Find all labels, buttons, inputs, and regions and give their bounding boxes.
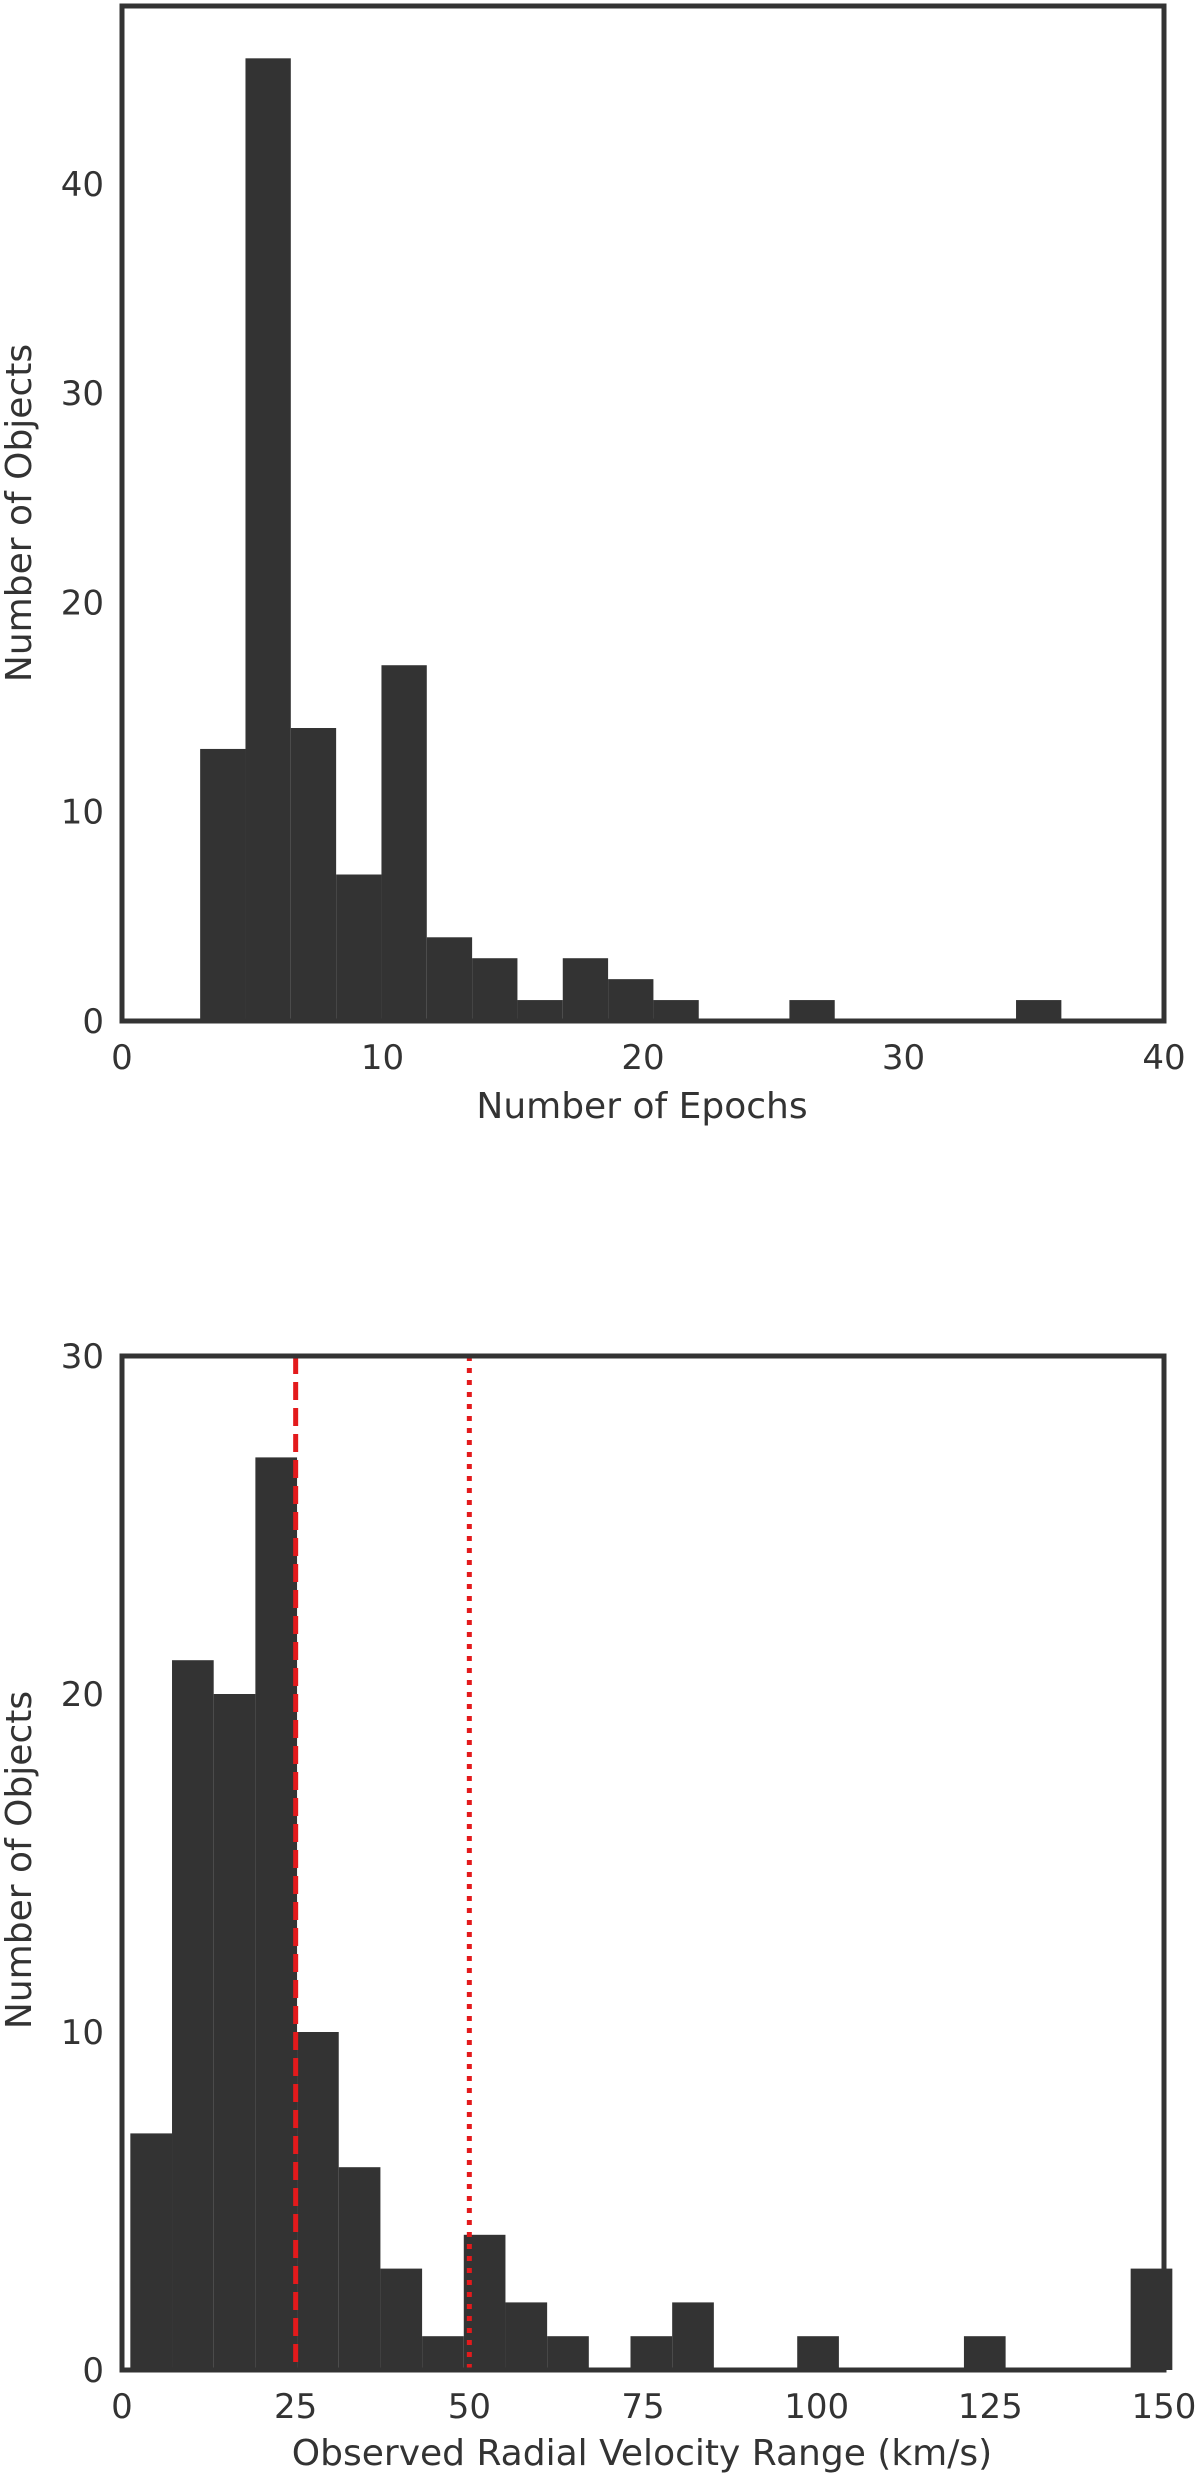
epochs-histogram-bar	[653, 1000, 699, 1021]
epochs-x-tick-label: 40	[1142, 1038, 1185, 1078]
rv-range-histogram-panel: 0 25 50 75 100 125 150 0 10 20 30 Observed Radial…	[0, 1337, 1196, 2474]
rv-x-axis-label: Observed Radial Velocity Range (km/s)	[292, 2433, 992, 2474]
rv-x-tick-label: 75	[621, 2387, 664, 2427]
rv-y-tick-label: 20	[61, 1675, 104, 1715]
rv-histogram-bar	[547, 2336, 589, 2370]
rv-x-tick-label: 100	[784, 2387, 849, 2427]
epochs-histogram-bar	[789, 1000, 835, 1021]
rv-histogram-bar	[463, 2234, 506, 2370]
rv-histogram-bar	[505, 2302, 548, 2370]
epochs-y-ticks: 0 10 20 30 40	[61, 165, 104, 1042]
epochs-y-tick-label: 40	[61, 165, 104, 205]
rv-x-tick-label: 0	[111, 2387, 133, 2427]
rv-histogram-bar	[338, 2167, 381, 2370]
epochs-histogram-bar	[472, 958, 518, 1021]
rv-histogram-bar	[172, 1660, 214, 2370]
epochs-histogram-panel: 0 10 20 30 40 0 10 20 30 40 Number of Epochs Num…	[0, 3, 1186, 1127]
epochs-histogram-bar	[381, 665, 427, 1021]
epochs-histogram-bar	[426, 937, 473, 1021]
epochs-histogram-bar	[1016, 1000, 1062, 1021]
epochs-histogram-bar	[200, 748, 246, 1021]
epochs-x-tick-label: 30	[882, 1038, 925, 1078]
epochs-histogram-bar	[608, 979, 654, 1021]
rv-histogram-bar	[672, 2302, 714, 2370]
epochs-x-tick-label: 10	[361, 1038, 404, 1078]
rv-y-axis-label: Number of Objects	[0, 1691, 40, 2029]
epochs-plot-frame	[119, 3, 1167, 1024]
rv-y-tick-label: 30	[61, 1337, 104, 1377]
rv-histogram-bar	[297, 2032, 339, 2370]
rv-y-ticks: 0 10 20 30	[61, 1337, 104, 2391]
rv-reference-lines	[293, 1356, 472, 2370]
epochs-histogram-bar	[245, 58, 291, 1022]
epochs-y-tick-label: 30	[61, 374, 104, 414]
rv-x-ticks: 0 25 50 75 100 125 150	[111, 2387, 1196, 2427]
rv-histogram-bar	[797, 2336, 839, 2370]
rv-histogram-bar	[963, 2336, 1006, 2370]
rv-x-tick-label: 150	[1132, 2387, 1197, 2427]
rv-plot-frame	[119, 1353, 1167, 2373]
epochs-y-tick-label: 10	[61, 793, 104, 833]
epochs-histogram-bar	[517, 1000, 563, 1021]
epochs-x-axis-label: Number of Epochs	[476, 1086, 807, 1127]
rv-histogram-bar	[130, 2133, 173, 2370]
epochs-y-tick-label: 20	[61, 583, 104, 623]
epochs-x-tick-label: 0	[111, 1038, 133, 1078]
epochs-y-tick-label: 0	[82, 1002, 104, 1042]
rv-y-tick-label: 0	[82, 2351, 104, 2391]
rv-histogram-bar	[255, 1457, 298, 2370]
epochs-histogram-bars	[200, 58, 1062, 1022]
rv-histogram-bar	[422, 2336, 464, 2370]
epochs-x-ticks: 0 10 20 30 40	[111, 1038, 1185, 1078]
rv-x-tick-label: 50	[448, 2387, 491, 2427]
rv-x-tick-label: 25	[274, 2387, 317, 2427]
rv-histogram-bar	[380, 2268, 423, 2370]
epochs-histogram-bar	[290, 728, 337, 1021]
epochs-x-tick-label: 20	[621, 1038, 664, 1078]
rv-y-tick-label: 10	[61, 2013, 104, 2053]
epochs-y-axis-label: Number of Objects	[0, 344, 40, 682]
epochs-histogram-bar	[336, 874, 382, 1021]
rv-histogram-bars	[130, 1457, 1173, 2370]
rv-histogram-bar	[630, 2336, 673, 2370]
epochs-histogram-bar	[562, 958, 609, 1021]
rv-x-tick-label: 125	[958, 2387, 1023, 2427]
rv-histogram-bar	[213, 1694, 256, 2370]
